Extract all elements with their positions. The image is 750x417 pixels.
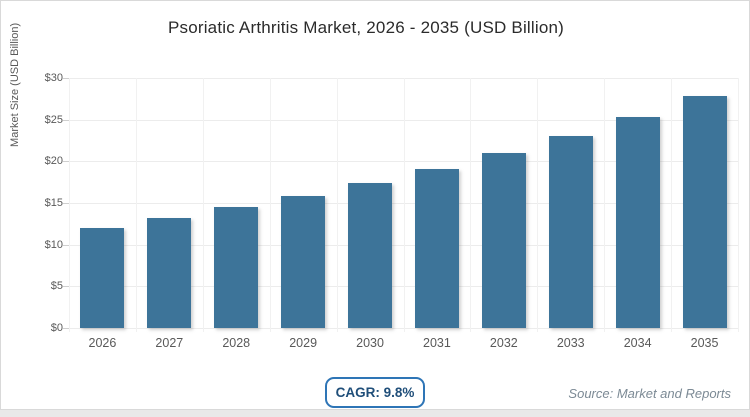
x-axis-label-2028: 2028 — [222, 336, 251, 350]
y-axis-title: Market Size (USD Billion) — [9, 22, 21, 147]
y-axis-label-25: $25 — [44, 113, 63, 126]
bar-2030 — [348, 183, 393, 328]
chart-title: Psoriatic Arthritis Market, 2026 - 2035 … — [167, 18, 565, 37]
gridline-x-1 — [135, 78, 137, 332]
x-axis-label-2029: 2029 — [289, 336, 318, 350]
x-axis-label-2033: 2033 — [556, 336, 585, 350]
gridline-x-3 — [269, 78, 271, 332]
bar-2033 — [548, 135, 593, 328]
gridline-x-4 — [336, 78, 338, 332]
y-axis-label-30: $30 — [44, 72, 63, 84]
bar-2034 — [615, 117, 660, 328]
y-axis-tick — [63, 286, 69, 288]
x-axis-label-2032: 2032 — [489, 336, 518, 350]
gridline-x-7 — [537, 78, 539, 332]
gridline-x-9 — [671, 78, 673, 332]
y-axis-label-0: $0 — [50, 322, 63, 334]
x-axis-label-2035: 2035 — [690, 336, 719, 350]
bar-2032 — [481, 153, 526, 328]
gridline-x-10 — [738, 78, 739, 332]
y-axis-tick — [63, 78, 69, 79]
source-note: Source: Market and Reports — [568, 386, 731, 401]
y-axis-label-15: $15 — [44, 197, 63, 209]
y-axis-tick — [63, 244, 69, 246]
y-axis-tick — [63, 119, 69, 121]
plot-area: $0 $5 $10 $15 $20 $25 $30 2026 2027 2028 2029 2030 2… — [45, 72, 739, 350]
bar-2035 — [682, 96, 727, 328]
bar-2026 — [80, 228, 125, 328]
y-axis-label-10: $10 — [44, 238, 63, 251]
gridline-x-8 — [604, 78, 606, 332]
y-axis-tick — [63, 203, 69, 204]
y-axis-tick — [63, 161, 69, 163]
x-axis-label-2027: 2027 — [155, 336, 184, 350]
bar-2029 — [281, 195, 326, 328]
x-axis-label-2034: 2034 — [623, 336, 652, 350]
cagr-badge: CAGR: 9.8% — [325, 377, 425, 408]
y-axis-label-20: $20 — [44, 155, 63, 168]
bar-2027 — [147, 218, 192, 328]
gridline-x-0 — [69, 78, 70, 332]
gridline-x-2 — [202, 78, 204, 332]
x-axis-label-2030: 2030 — [356, 336, 384, 350]
gridline-x-6 — [470, 78, 472, 332]
bar-2031 — [414, 168, 459, 328]
x-axis-label-2026: 2026 — [88, 336, 117, 350]
gridline-x-5 — [403, 78, 405, 332]
x-axis-label-2031: 2031 — [423, 336, 451, 350]
y-axis-label-5: $5 — [50, 280, 63, 293]
y-axis-tick — [63, 328, 69, 329]
bar-2028 — [214, 207, 259, 328]
